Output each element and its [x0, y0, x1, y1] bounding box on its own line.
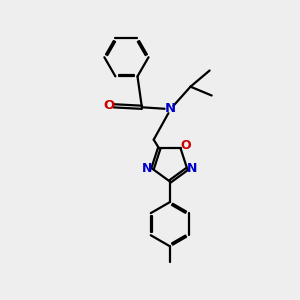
- Text: N: N: [187, 162, 198, 176]
- Text: N: N: [142, 162, 152, 176]
- Text: N: N: [164, 102, 175, 115]
- Text: O: O: [103, 99, 114, 112]
- Text: O: O: [180, 139, 190, 152]
